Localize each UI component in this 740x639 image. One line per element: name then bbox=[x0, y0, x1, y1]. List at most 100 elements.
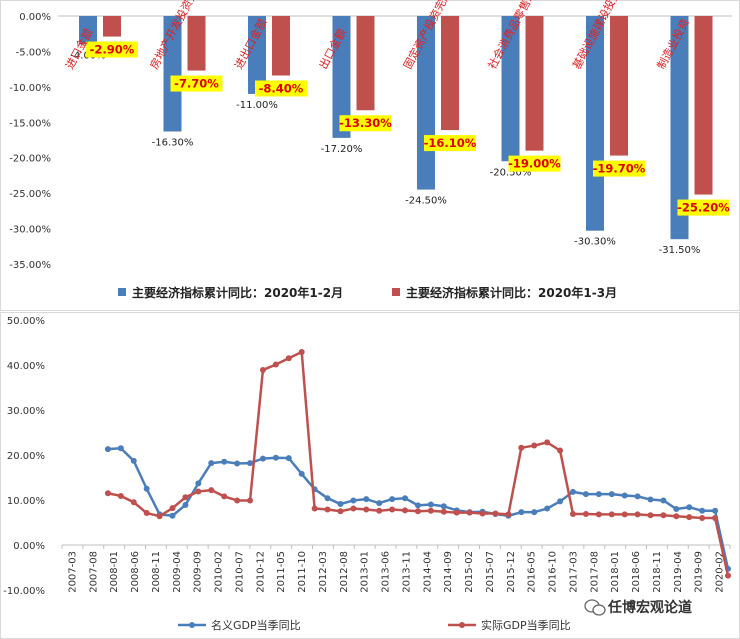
data-label-1-2: -24.50% bbox=[405, 196, 447, 207]
data-point-0 bbox=[363, 496, 370, 503]
x-tick-label: 2010-12 bbox=[255, 551, 266, 593]
data-point-1 bbox=[285, 355, 292, 362]
x-tick-label: 2013-11 bbox=[401, 551, 412, 593]
data-point-0 bbox=[389, 496, 396, 503]
bar-1-2 bbox=[163, 16, 182, 132]
y-tick-label: 30.00% bbox=[7, 406, 45, 417]
x-tick-label: 2018-01 bbox=[610, 551, 621, 593]
data-point-1 bbox=[117, 492, 124, 499]
data-point-1 bbox=[531, 442, 538, 449]
x-tick-label: 2020-02 bbox=[715, 551, 726, 593]
data-point-1 bbox=[272, 361, 279, 368]
data-point-1 bbox=[350, 505, 357, 512]
data-point-0 bbox=[376, 500, 383, 507]
data-point-1 bbox=[337, 508, 344, 515]
data-point-0 bbox=[324, 495, 331, 502]
y-tick-label: -5.00% bbox=[16, 47, 51, 58]
data-point-1 bbox=[402, 507, 409, 514]
data-point-1 bbox=[673, 513, 680, 520]
data-point-0 bbox=[272, 454, 279, 461]
data-point-1 bbox=[518, 444, 525, 451]
data-point-1 bbox=[104, 490, 111, 497]
x-tick-label: 2018-06 bbox=[631, 551, 642, 593]
data-point-0 bbox=[104, 446, 111, 453]
data-label-1-3: -8.40% bbox=[259, 82, 304, 96]
data-point-0 bbox=[143, 485, 150, 492]
data-point-0 bbox=[712, 507, 719, 514]
y-tick-label: -30.00% bbox=[9, 225, 51, 236]
data-point-1 bbox=[557, 447, 564, 454]
data-point-0 bbox=[531, 509, 538, 516]
x-tick-label: 2013-06 bbox=[381, 551, 392, 593]
data-point-1 bbox=[582, 510, 589, 517]
data-point-0 bbox=[182, 501, 189, 508]
data-point-1 bbox=[376, 507, 383, 514]
legend-label-1: 实际GDP当季同比 bbox=[481, 618, 571, 632]
x-tick-label: 2015-07 bbox=[485, 551, 496, 593]
data-point-1 bbox=[660, 512, 667, 519]
bar-1-2 bbox=[332, 16, 351, 138]
data-point-1 bbox=[130, 499, 137, 506]
data-point-1 bbox=[608, 511, 615, 518]
legend-label-0: 名义GDP当季同比 bbox=[211, 618, 301, 632]
data-point-1 bbox=[440, 508, 447, 515]
bar-1-2 bbox=[248, 16, 266, 94]
legend-swatch-1-2 bbox=[118, 288, 126, 296]
data-point-1 bbox=[725, 572, 731, 579]
data-label-1-2: -17.20% bbox=[321, 144, 363, 155]
data-point-1 bbox=[505, 511, 512, 518]
data-point-0 bbox=[337, 501, 344, 508]
y-tick-label: -15.00% bbox=[9, 118, 51, 129]
x-tick-label: 2015-02 bbox=[464, 551, 475, 593]
data-point-1 bbox=[686, 514, 693, 521]
watermark: 任博宏观论道 bbox=[584, 599, 692, 616]
bar-chart: 0.00% -5.00% -10.00% -15.00% -20.00% -25.00% -… bbox=[9, 0, 732, 300]
data-point-0 bbox=[699, 507, 706, 514]
data-point-1 bbox=[259, 366, 266, 373]
data-point-1 bbox=[712, 515, 719, 521]
data-label-1-2: -30.30% bbox=[574, 237, 616, 248]
data-point-0 bbox=[544, 505, 551, 512]
data-point-0 bbox=[634, 493, 641, 500]
data-label-highlight bbox=[677, 199, 730, 216]
data-label-highlight bbox=[593, 160, 645, 177]
data-point-1 bbox=[169, 505, 176, 512]
y-tick-label: -20.00% bbox=[9, 154, 51, 165]
data-point-0 bbox=[130, 457, 137, 464]
bar-1-3 bbox=[103, 16, 121, 37]
data-point-0 bbox=[557, 498, 564, 505]
data-point-0 bbox=[686, 504, 693, 511]
wechat-icon bbox=[584, 599, 606, 616]
data-point-0 bbox=[621, 492, 628, 499]
x-tick-label: 2019-04 bbox=[673, 551, 684, 593]
y-tick-label: -25.00% bbox=[9, 189, 51, 200]
data-point-1 bbox=[414, 508, 421, 515]
data-label-1-3: -13.30% bbox=[339, 116, 392, 130]
x-tick-label: 2017-08 bbox=[589, 551, 600, 593]
data-point-1 bbox=[479, 510, 486, 517]
x-tick-label: 2009-04 bbox=[172, 551, 183, 593]
bar-1-3 bbox=[441, 16, 459, 131]
x-tick-label: 2012-08 bbox=[339, 551, 350, 593]
data-point-1 bbox=[208, 487, 215, 494]
data-label-highlight bbox=[424, 135, 476, 152]
data-point-1 bbox=[427, 507, 434, 514]
x-tick-label: 2014-04 bbox=[422, 551, 433, 593]
data-point-1 bbox=[234, 497, 241, 504]
data-label-highlight bbox=[86, 41, 138, 58]
data-point-1 bbox=[143, 510, 150, 517]
data-point-0 bbox=[595, 491, 602, 498]
bar-1-3 bbox=[525, 16, 544, 151]
data-point-0 bbox=[221, 458, 228, 465]
data-label-1-2: -31.50% bbox=[659, 245, 701, 256]
x-tick-label: 2010-02 bbox=[214, 551, 225, 593]
x-tick-label: 2016-10 bbox=[548, 551, 559, 593]
x-tick-label: 2019-09 bbox=[694, 551, 705, 593]
data-point-0 bbox=[259, 455, 266, 462]
data-point-0 bbox=[234, 460, 241, 467]
data-point-0 bbox=[647, 496, 654, 503]
data-label-1-3: -16.10% bbox=[424, 136, 477, 150]
x-tick-label: 2007-08 bbox=[88, 551, 99, 593]
data-label-1-3: -2.90% bbox=[90, 43, 135, 57]
